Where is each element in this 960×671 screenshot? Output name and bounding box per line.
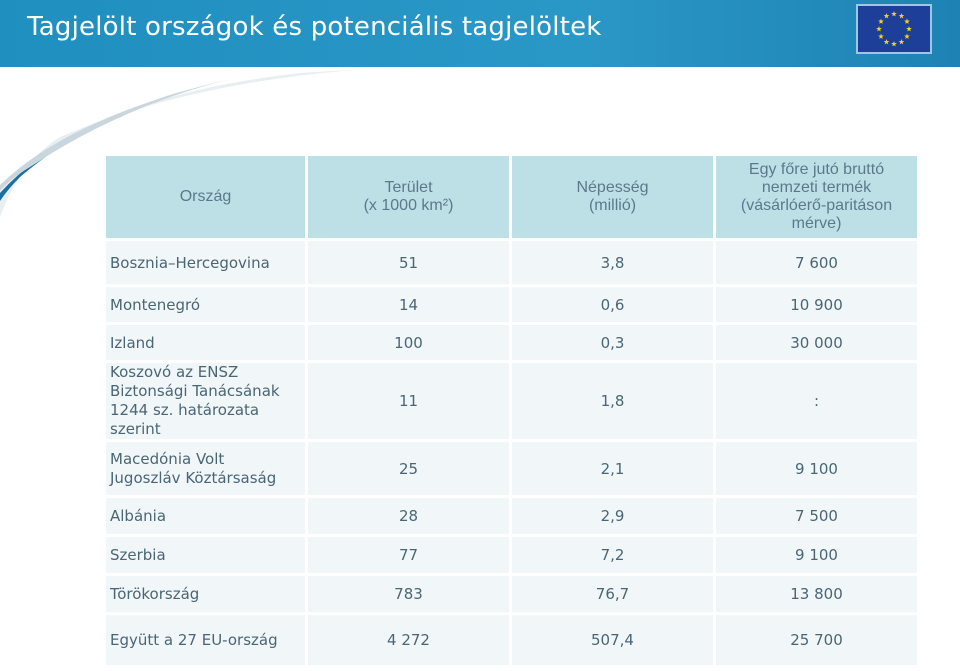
area-cell: 28 [308,498,509,534]
country-cell: Együtt a 27 EU-ország [106,615,305,665]
flag-star [878,18,884,24]
country-cell: Albánia [106,498,305,534]
table-row: Együtt a 27 EU-ország 4 272 507,4 25 700 [106,615,917,665]
gni-cell: : [716,363,917,439]
header-country: Ország [106,156,305,238]
gni-cell: 25 700 [716,615,917,665]
area-cell: 25 [308,442,509,495]
table-row: Albánia 28 2,9 7 500 [106,498,917,534]
area-cell: 4 272 [308,615,509,665]
country-cell: Izland [106,325,305,360]
country-cell: Törökország [106,576,305,612]
header-gni: Egy főre jutó bruttó nemzeti termék (vás… [716,156,917,238]
table-row: Bosznia–Hercegovina 51 3,8 7 600 [106,241,917,284]
flag-star [891,11,897,17]
header-area: Terület (x 1000 km²) [308,156,509,238]
area-cell: 783 [308,576,509,612]
flag-star [891,41,897,47]
population-cell: 3,8 [512,241,713,284]
area-cell: 51 [308,241,509,284]
population-cell: 76,7 [512,576,713,612]
flag-star [883,13,890,19]
flag-star [906,26,912,32]
table-row: Szerbia 77 7,2 9 100 [106,537,917,573]
gni-cell: 9 100 [716,442,917,495]
eu-flag-icon [856,4,932,54]
area-cell: 77 [308,537,509,573]
country-cell: Montenegró [106,287,305,322]
country-cell: Macedónia Volt Jugoszláv Köztársaság [106,442,305,495]
table-row: Montenegró 14 0,6 10 900 [106,287,917,322]
flag-star [904,33,910,39]
flag-star [898,13,905,19]
gni-cell: 30 000 [716,325,917,360]
countries-table: Ország Terület (x 1000 km²) Népesség (mi… [103,153,920,668]
gni-cell: 7 600 [716,241,917,284]
area-cell: 14 [308,287,509,322]
population-cell: 2,1 [512,442,713,495]
flag-star [876,26,882,32]
gni-cell: 7 500 [716,498,917,534]
country-cell: Koszovó az ENSZ Biztonsági Tanácsának 12… [106,363,305,439]
population-cell: 7,2 [512,537,713,573]
table-row: Izland 100 0,3 30 000 [106,325,917,360]
area-cell: 11 [308,363,509,439]
population-cell: 0,3 [512,325,713,360]
gni-cell: 10 900 [716,287,917,322]
area-cell: 100 [308,325,509,360]
gni-cell: 9 100 [716,537,917,573]
flag-star [898,38,905,45]
population-cell: 2,9 [512,498,713,534]
gni-cell: 13 800 [716,576,917,612]
flag-star [883,38,890,45]
population-cell: 1,8 [512,363,713,439]
header-bar: Tagjelölt országok és potenciális tagjel… [0,0,960,67]
country-cell: Szerbia [106,537,305,573]
country-cell: Bosznia–Hercegovina [106,241,305,284]
flag-star [878,33,884,39]
table-row: Macedónia Volt Jugoszláv Köztársaság 25 … [106,442,917,495]
table-row: Koszovó az ENSZ Biztonsági Tanácsának 12… [106,363,917,439]
population-cell: 507,4 [512,615,713,665]
table-row: Törökország 783 76,7 13 800 [106,576,917,612]
page-title: Tagjelölt országok és potenciális tagjel… [27,12,602,42]
header-row: Ország Terület (x 1000 km²) Népesség (mi… [106,156,917,238]
flag-star [904,18,910,24]
population-cell: 0,6 [512,287,713,322]
header-population: Népesség (millió) [512,156,713,238]
